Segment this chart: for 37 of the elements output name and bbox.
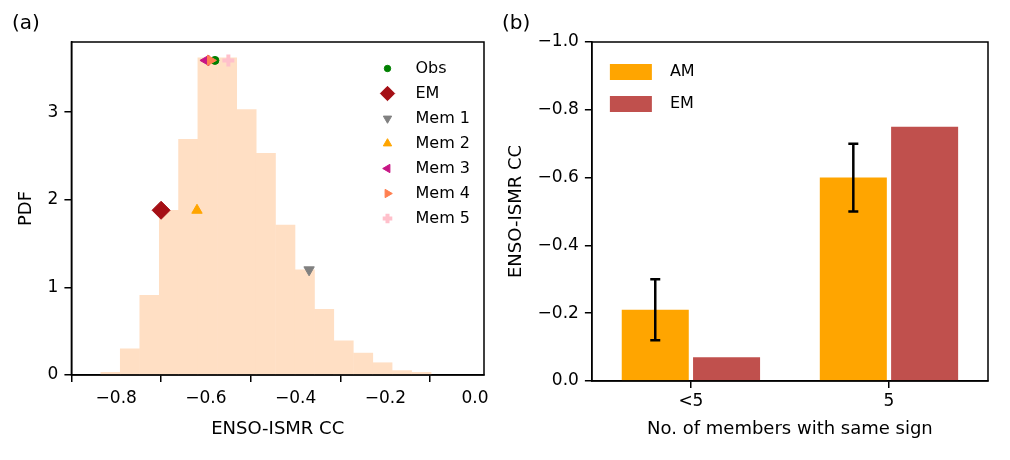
y-axis-title: ENSO-ISMR CC [504, 144, 526, 279]
point [151, 200, 171, 220]
legend-label: Mem 1 [415, 107, 470, 127]
legend-label: EM [415, 82, 440, 102]
y-axis-title: PDF [14, 190, 36, 227]
legend-label: EM [669, 93, 694, 113]
x-axis-title: No. of members with same sign [647, 416, 933, 438]
point [206, 54, 217, 67]
x-tick-label: −0.6 [185, 386, 227, 407]
x-tick-label: 0.0 [461, 386, 489, 407]
y-tick-label: 0.0 [551, 369, 579, 390]
y-tick-label: −0.2 [537, 301, 579, 322]
x-tick-label: 5 [883, 389, 895, 410]
legend-label: Mem 3 [415, 157, 470, 177]
x-tick-label: −0.4 [275, 386, 317, 407]
x-tick-label: −0.2 [364, 386, 406, 407]
y-tick-label: −0.4 [537, 233, 579, 254]
x-tick-label: −0.8 [95, 386, 137, 407]
chart-title: (a) [12, 10, 40, 35]
y-tick-label: 2 [47, 188, 59, 209]
y-tick-label: 3 [47, 100, 59, 121]
y-tick-label: −0.8 [537, 98, 579, 119]
y-tick-label: 0 [47, 363, 59, 384]
legend-label: Mem 2 [415, 132, 470, 152]
legend-label: Mem 4 [415, 182, 470, 202]
point [191, 203, 203, 214]
point [303, 266, 315, 277]
y-tick-label: 1 [47, 275, 59, 296]
chart-title: (b) [502, 10, 531, 35]
x-tick-label: <5 [678, 389, 704, 410]
point [220, 52, 237, 69]
legend-label: Obs [415, 57, 447, 77]
legend-label: Mem 5 [415, 207, 470, 227]
y-tick-label: −1.0 [537, 30, 579, 51]
y-tick-label: −0.6 [537, 166, 579, 187]
legend-label: AM [669, 61, 695, 81]
x-axis-title: ENSO-ISMR CC [211, 416, 345, 438]
